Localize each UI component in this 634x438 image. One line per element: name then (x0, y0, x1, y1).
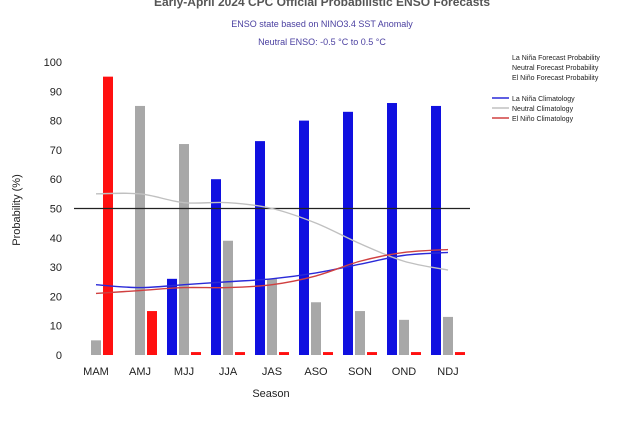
bar-neutral (443, 316, 453, 355)
y-tick-label: 10 (50, 321, 62, 333)
bar-neutral (135, 105, 145, 355)
bar-el-nino (455, 352, 465, 355)
bar-el-nino (235, 352, 245, 355)
bar-la-nina (343, 111, 353, 355)
bar-el-nino (411, 352, 421, 355)
bar-el-nino (323, 352, 333, 355)
bar-series (91, 76, 465, 356)
x-tick-label: JAS (262, 366, 282, 378)
bar-neutral (267, 278, 277, 355)
x-tick-label: AMJ (129, 366, 151, 378)
legend-forecast-label: La Niña Forecast Probability (512, 55, 600, 62)
y-tick-label: 80 (50, 116, 62, 128)
y-tick-label: 0 (56, 350, 62, 362)
y-tick-label: 30 (50, 262, 62, 274)
chart-title: Early-April 2024 CPC Official Probabilis… (154, 0, 490, 9)
x-tick-label: MJJ (174, 366, 194, 378)
x-tick-label: MAM (83, 366, 109, 378)
climatology-lines (95, 192, 449, 295)
y-tick-label: 50 (50, 204, 62, 216)
bar-el-nino (147, 311, 157, 355)
bar-el-nino (191, 352, 201, 355)
line-la-nina-climatology (95, 251, 449, 289)
x-tick-labels: MAM AMJ MJJ JJA JAS ASO SON OND NDJ (83, 366, 459, 378)
y-tick-label: 40 (50, 233, 62, 245)
y-tick-label: 70 (50, 145, 62, 157)
x-tick-label: OND (392, 366, 417, 378)
x-tick-label: JJA (219, 366, 238, 378)
bar-neutral (179, 144, 189, 355)
legend-forecast-label: Neutral Forecast Probability (512, 65, 599, 72)
bar-el-nino (103, 76, 113, 356)
bar-la-nina (211, 179, 221, 355)
line-neutral-climatology (95, 192, 449, 271)
legend-climatology-label: El Niño Climatology (512, 116, 574, 123)
x-tick-label: NDJ (437, 366, 458, 378)
bar-la-nina (299, 120, 309, 355)
bar-neutral (91, 340, 101, 355)
bar-el-nino (367, 352, 377, 355)
bar-neutral (355, 311, 365, 355)
y-tick-label: 60 (50, 174, 62, 186)
bar-neutral (311, 302, 321, 355)
legend: La Niña Forecast Probability Neutral Fore… (492, 55, 600, 123)
bar-la-nina (255, 141, 265, 355)
legend-climatology-label: La Niña Climatology (512, 96, 575, 103)
x-axis-label: Season (252, 388, 289, 400)
y-tick-label: 90 (50, 86, 62, 98)
x-tick-label: ASO (304, 366, 328, 378)
chart-subtitle-line-2: Neutral ENSO: -0.5 °C to 0.5 °C (258, 37, 386, 47)
bar-la-nina (387, 103, 397, 356)
chart-subtitle-line-1: ENSO state based on NINO3.4 SST Anomaly (231, 19, 413, 29)
bar-neutral (399, 319, 409, 355)
legend-climatology-label: Neutral Climatology (512, 106, 574, 113)
bar-la-nina (431, 105, 441, 355)
bar-el-nino (279, 352, 289, 355)
y-axis-label: Probability (%) (11, 174, 23, 246)
y-tick-labels: 0 10 20 30 40 50 60 70 80 90 100 (44, 57, 62, 362)
bar-la-nina (167, 278, 177, 355)
legend-forecast-label: El Niño Forecast Probability (512, 75, 599, 82)
y-tick-label: 100 (44, 57, 62, 69)
line-el-nino-climatology (95, 248, 449, 295)
y-tick-label: 20 (50, 291, 62, 303)
bar-neutral (223, 240, 233, 355)
x-tick-label: SON (348, 366, 372, 378)
